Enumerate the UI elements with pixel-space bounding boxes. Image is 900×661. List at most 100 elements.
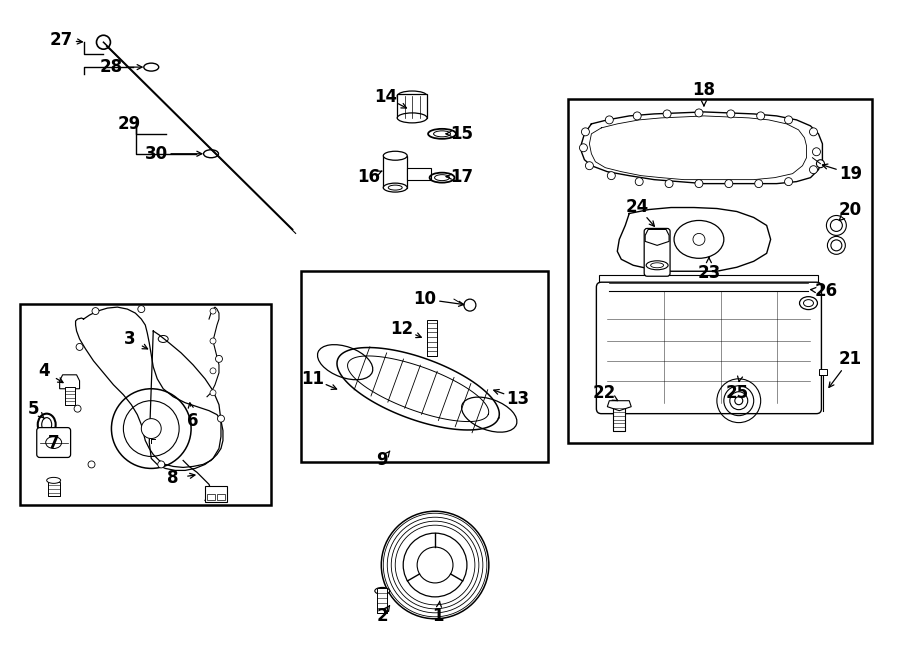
Circle shape xyxy=(210,338,216,344)
Bar xyxy=(217,494,225,500)
Polygon shape xyxy=(645,229,669,245)
Circle shape xyxy=(417,547,453,583)
Circle shape xyxy=(92,307,99,315)
Text: 3: 3 xyxy=(123,330,135,348)
Text: 26: 26 xyxy=(814,282,838,300)
Text: 9: 9 xyxy=(376,451,388,469)
Circle shape xyxy=(76,344,83,350)
Text: 2: 2 xyxy=(376,607,388,625)
FancyBboxPatch shape xyxy=(37,428,70,457)
Bar xyxy=(207,494,215,500)
Circle shape xyxy=(809,128,817,136)
Text: 23: 23 xyxy=(698,264,721,282)
Text: 1: 1 xyxy=(432,607,444,625)
Circle shape xyxy=(88,461,95,468)
Ellipse shape xyxy=(397,113,427,123)
Text: 4: 4 xyxy=(38,362,50,380)
Polygon shape xyxy=(59,375,79,389)
Circle shape xyxy=(218,415,224,422)
Bar xyxy=(48,483,59,496)
Circle shape xyxy=(138,305,145,313)
Text: 17: 17 xyxy=(450,168,473,186)
Text: 24: 24 xyxy=(626,198,649,215)
Circle shape xyxy=(785,116,793,124)
Text: 8: 8 xyxy=(167,469,179,487)
Circle shape xyxy=(210,390,216,396)
Circle shape xyxy=(608,172,616,180)
Circle shape xyxy=(74,405,81,412)
Text: 7: 7 xyxy=(48,434,59,451)
Bar xyxy=(407,168,431,180)
Circle shape xyxy=(141,418,161,438)
Circle shape xyxy=(816,160,824,168)
Circle shape xyxy=(634,112,641,120)
Ellipse shape xyxy=(397,91,427,101)
Circle shape xyxy=(755,180,762,188)
Circle shape xyxy=(580,144,588,152)
Bar xyxy=(613,403,626,430)
Text: 30: 30 xyxy=(145,145,167,163)
Bar xyxy=(377,588,387,613)
Circle shape xyxy=(724,180,733,188)
Text: 5: 5 xyxy=(28,400,40,418)
Bar xyxy=(819,369,827,375)
Text: 18: 18 xyxy=(692,81,716,99)
Text: 28: 28 xyxy=(100,58,123,76)
Bar xyxy=(301,271,547,463)
Circle shape xyxy=(809,166,817,174)
Circle shape xyxy=(635,178,644,186)
Text: 14: 14 xyxy=(374,88,397,106)
Text: 15: 15 xyxy=(450,125,473,143)
Text: 29: 29 xyxy=(118,115,141,133)
Text: 25: 25 xyxy=(725,384,749,402)
Text: 21: 21 xyxy=(839,350,862,368)
Circle shape xyxy=(831,240,842,251)
Circle shape xyxy=(158,461,165,468)
Circle shape xyxy=(581,128,590,136)
Circle shape xyxy=(210,368,216,374)
Polygon shape xyxy=(608,401,631,410)
Circle shape xyxy=(785,178,793,186)
Ellipse shape xyxy=(383,151,407,160)
Ellipse shape xyxy=(646,261,668,270)
Text: 6: 6 xyxy=(187,412,199,430)
Text: 10: 10 xyxy=(414,290,436,308)
Circle shape xyxy=(665,180,673,188)
Circle shape xyxy=(464,299,476,311)
Circle shape xyxy=(693,233,705,245)
Circle shape xyxy=(831,219,842,231)
Circle shape xyxy=(606,116,613,124)
Bar xyxy=(428,320,437,356)
Ellipse shape xyxy=(374,588,390,594)
Text: 19: 19 xyxy=(839,165,862,182)
Ellipse shape xyxy=(799,297,817,309)
Bar xyxy=(20,304,271,505)
FancyBboxPatch shape xyxy=(644,229,670,276)
Text: 27: 27 xyxy=(50,31,73,49)
Circle shape xyxy=(757,112,765,120)
Text: 20: 20 xyxy=(839,200,862,219)
Circle shape xyxy=(585,162,593,170)
FancyBboxPatch shape xyxy=(597,282,822,414)
Ellipse shape xyxy=(383,183,407,192)
Bar xyxy=(65,387,75,405)
Ellipse shape xyxy=(47,477,60,483)
Text: 16: 16 xyxy=(356,168,380,186)
Text: 11: 11 xyxy=(302,369,324,388)
Bar xyxy=(397,94,427,118)
Circle shape xyxy=(695,109,703,117)
Circle shape xyxy=(663,110,671,118)
Circle shape xyxy=(727,110,734,118)
Circle shape xyxy=(210,308,216,314)
Bar xyxy=(383,156,407,188)
Circle shape xyxy=(695,180,703,188)
Bar xyxy=(205,486,227,502)
Text: 13: 13 xyxy=(506,390,529,408)
Circle shape xyxy=(813,148,821,156)
Circle shape xyxy=(215,356,222,362)
Bar xyxy=(568,99,872,442)
Bar xyxy=(599,275,818,289)
Text: 22: 22 xyxy=(593,384,616,402)
Text: 12: 12 xyxy=(391,320,414,338)
Circle shape xyxy=(403,533,467,597)
